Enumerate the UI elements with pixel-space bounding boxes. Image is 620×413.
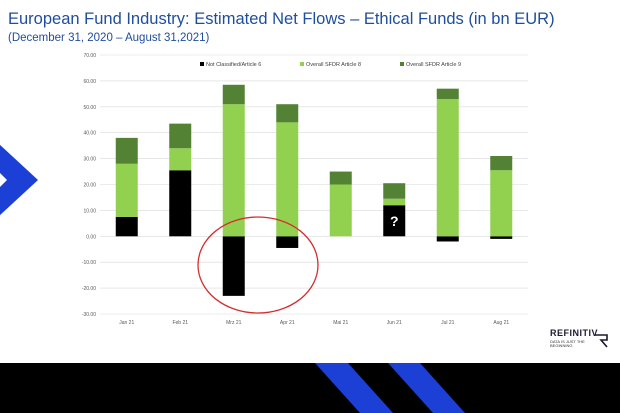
x-tick-label: Mrz 21 [226, 320, 242, 326]
x-tick-label: Jun 21 [387, 320, 402, 326]
bar-segment [222, 236, 245, 296]
bar-segment [329, 184, 352, 237]
x-tick-label: Aug 21 [493, 320, 509, 326]
bottom-band [0, 363, 620, 413]
legend-label: Overall SFDR Article 8 [306, 62, 361, 68]
x-tick-label: Jan 21 [119, 320, 134, 326]
bar-segment [169, 123, 192, 149]
legend-label: Overall SFDR Article 9 [406, 62, 461, 68]
y-tick-label: 0.00 [86, 234, 96, 240]
bar-segment [276, 122, 299, 237]
highlight-circle [197, 216, 319, 314]
x-tick-label: Jul 21 [441, 320, 455, 326]
bar-segment [115, 137, 138, 164]
y-tick-label: 20.00 [83, 183, 96, 189]
brand-name: REFINITIV [550, 328, 599, 338]
x-tick-label: Feb 21 [172, 320, 188, 326]
bar-segment [222, 104, 245, 237]
y-tick-label: 60.00 [83, 79, 96, 85]
legend-swatch [200, 62, 204, 66]
y-tick-label: 30.00 [83, 157, 96, 163]
bar-segment [490, 170, 513, 237]
y-tick-label: -20.00 [82, 286, 96, 292]
y-tick-label: -10.00 [82, 260, 96, 266]
bar-segment [276, 104, 299, 123]
blue-chevron-logo [0, 144, 38, 216]
bar-segment [490, 156, 513, 171]
bar-segment [436, 99, 459, 237]
bar-segment [115, 216, 138, 237]
bar-segment [276, 236, 299, 248]
chart: 70.00 60.00 50.00 40.00 30.00 20.00 10.00 0.00 -… [82, 53, 528, 326]
blue-stripe-decoration [315, 363, 465, 413]
y-tick-label: 70.00 [83, 53, 96, 59]
bar-segment [490, 236, 513, 239]
annotation-question-mark: ? [390, 213, 399, 229]
bar-segment [169, 148, 192, 171]
bar-segment [169, 170, 192, 237]
x-tick-label: Apr 21 [280, 320, 295, 326]
legend-swatch [300, 62, 304, 66]
brand-tagline: DATA IS JUST THE BEGINNING [550, 339, 585, 348]
x-tick-label: Mai 21 [333, 320, 348, 326]
legend-swatch [400, 62, 404, 66]
y-tick-label: 10.00 [83, 208, 96, 214]
chart-subtitle: (December 31, 2020 – August 31,2021) [8, 32, 210, 44]
bar-segment [383, 205, 406, 237]
bar-segment [329, 171, 352, 185]
bar-segment [115, 163, 138, 217]
bar-segment [222, 84, 245, 105]
chart-title: European Fund Industry: Estimated Net Fl… [8, 10, 555, 28]
y-tick-label: 40.00 [83, 131, 96, 137]
y-tick-label: 50.00 [83, 105, 96, 111]
bar-segment [436, 236, 459, 242]
bar-segment [383, 183, 406, 199]
bar-segment [436, 88, 459, 100]
y-tick-label: -30.00 [82, 312, 96, 318]
legend-label: Not Classified/Article 6 [206, 62, 261, 68]
refinitiv-logo-icon [595, 334, 608, 348]
bar-segment [383, 198, 406, 206]
